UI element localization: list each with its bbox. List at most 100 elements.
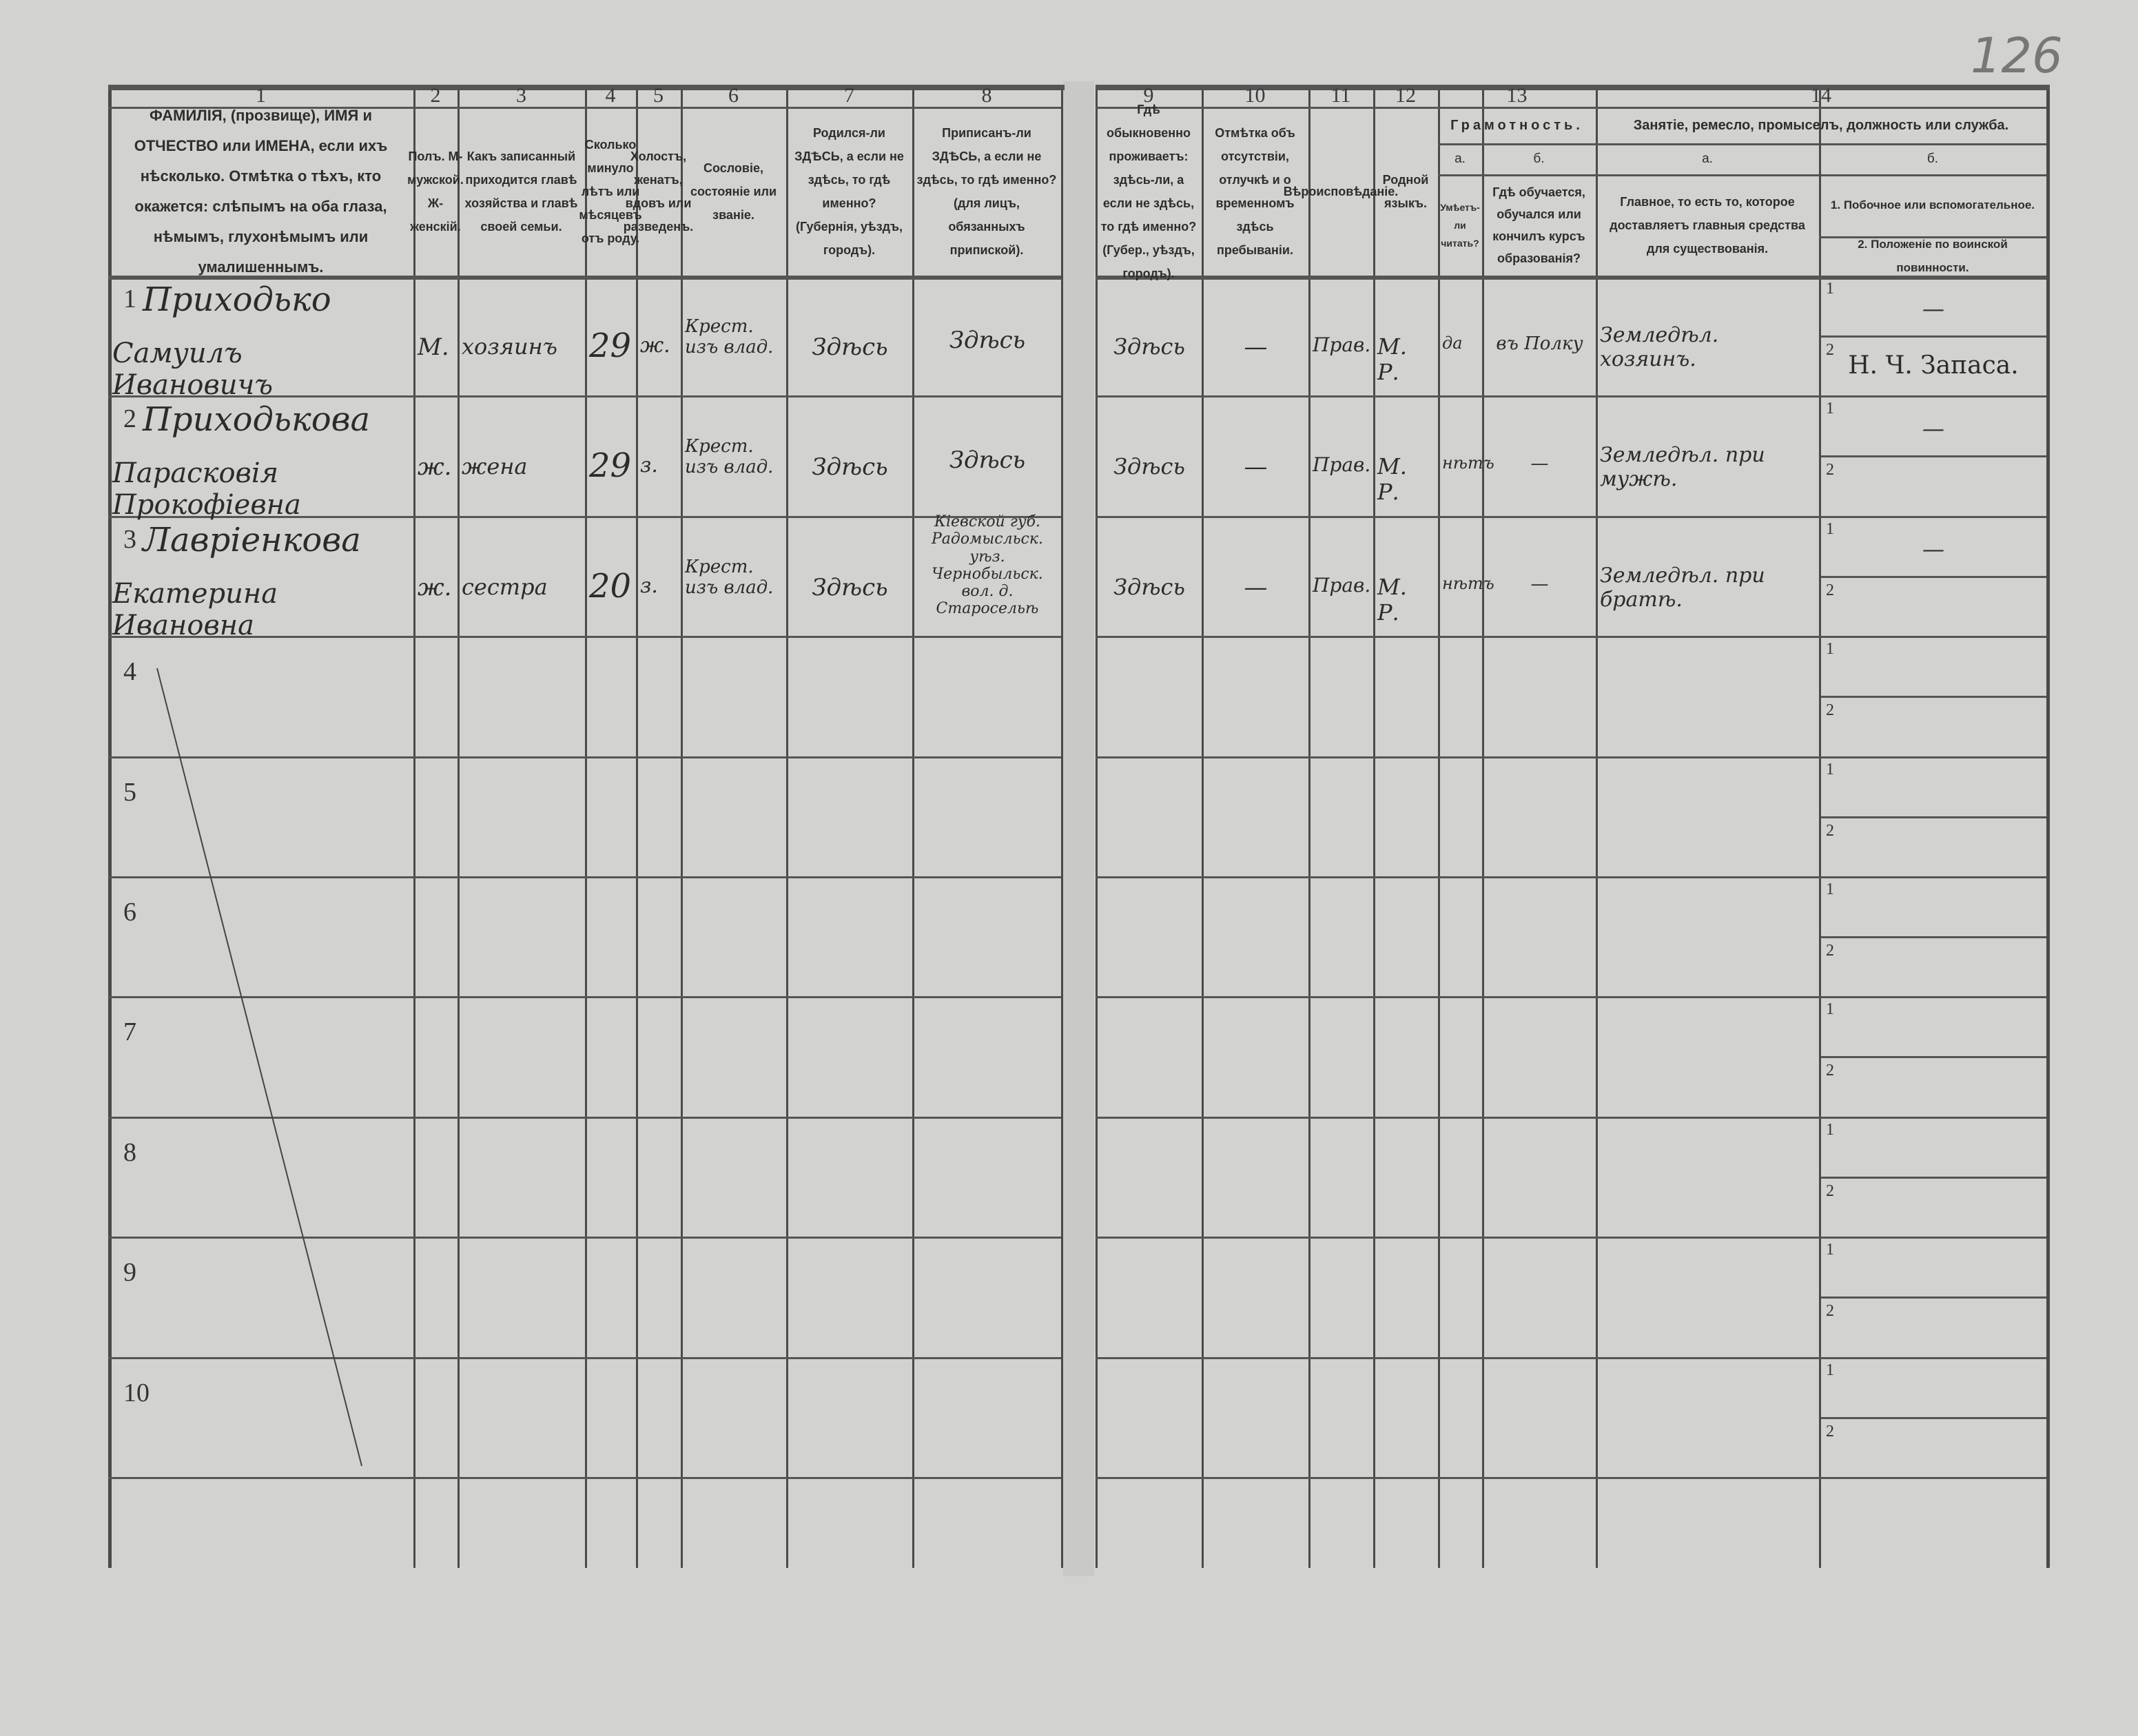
column-divider <box>2046 85 2050 1568</box>
surname: Приходькова <box>143 400 371 439</box>
column-header-label: Вѣроисповѣданіе. <box>1283 184 1399 198</box>
sex: М. <box>418 333 449 361</box>
native-language: М. Р. <box>1377 333 1407 385</box>
column-header-label: Гдѣ обыкновенно проживаетъ: здѣсь-ли, а … <box>1100 102 1197 280</box>
can-read: да <box>1442 333 1463 353</box>
column-divider <box>1061 85 1063 1568</box>
sub-row-label: 1 <box>1826 761 1834 778</box>
sub-mark: б. <box>1533 151 1545 166</box>
literacy-group-header: Грамотность. <box>1450 117 1583 133</box>
sub-row-label: 1 <box>1826 640 1834 658</box>
absence-mark: — <box>1244 333 1268 361</box>
column-header-label: Сколько минуло лѣтъ или мѣсяцевъ отъ род… <box>579 137 642 245</box>
sub-row-label: 2 <box>1826 461 1834 479</box>
row-divider <box>1821 455 2046 457</box>
social-estate: Крест. изъ влад. <box>685 557 774 598</box>
row-number: 5 <box>123 778 136 807</box>
can-read-header: Умѣетъ-ли читать? <box>1440 201 1480 249</box>
column-divider <box>636 85 638 1568</box>
row-number: 9 <box>123 1258 136 1287</box>
sub-row-label: 1 <box>1826 1121 1834 1139</box>
row-divider <box>1096 756 2046 758</box>
relation-to-head: жена <box>462 453 528 479</box>
religion: Прав. <box>1313 333 1371 356</box>
sub-row-label: 1 <box>1826 1241 1834 1259</box>
row-divider <box>1438 174 2046 176</box>
sub-row-label: 2 <box>1826 822 1834 840</box>
religion: Прав. <box>1313 574 1371 597</box>
birthplace: Здѣсь <box>812 333 888 361</box>
side-occupation: — <box>1922 296 1944 322</box>
given-names: Самуилъ Ивановичъ <box>112 338 274 401</box>
column-number: 9 <box>1143 84 1154 107</box>
birthplace: Здѣсь <box>812 453 888 481</box>
column-divider <box>786 85 788 1568</box>
column-header-label: Отмѣтка объ отсутствіи, отлучкѣ и о врем… <box>1215 125 1295 257</box>
side-occupation: — <box>1922 536 1944 562</box>
row-divider <box>1821 696 2046 698</box>
column-divider <box>108 85 112 1568</box>
column-header-label: Полъ. М-мужской. Ж-женскій. <box>407 149 464 234</box>
row-divider <box>1096 636 2046 638</box>
column-number: 1 <box>256 84 266 107</box>
social-estate: Крест. изъ влад. <box>685 316 774 358</box>
residence: Здѣсь <box>1113 453 1185 479</box>
column-number: 14 <box>1811 84 1831 107</box>
military-status-header: 2. Положеніе по воинской повинности. <box>1858 237 2008 274</box>
row-divider <box>1096 876 2046 878</box>
row-number: 2 <box>123 404 136 433</box>
row-divider <box>1096 85 2050 90</box>
education-place: — <box>1530 574 1549 595</box>
column-divider <box>1308 85 1310 1568</box>
column-number: 13 <box>1506 84 1528 107</box>
side-occupation-header: 1. Побочное или вспомогательное. <box>1830 198 2035 211</box>
sub-row-label: 2 <box>1826 1062 1834 1079</box>
sub-mark: б. <box>1926 151 1939 166</box>
column-header-label: Холостъ, женатъ, вдовъ или разведенъ. <box>623 149 694 234</box>
column-number: 11 <box>1330 84 1351 107</box>
row-divider <box>1821 335 2046 338</box>
row-divider <box>1096 1357 2046 1359</box>
sex: ж. <box>418 574 452 601</box>
sub-row-label: 1 <box>1826 400 1834 417</box>
row-divider <box>1096 1477 2046 1479</box>
row-divider <box>1821 936 2046 938</box>
sub-row-label: 1 <box>1826 1361 1834 1379</box>
surname: Приходько <box>143 280 331 319</box>
column-number: 4 <box>605 84 616 107</box>
row-number: 1 <box>123 285 136 313</box>
row-divider <box>1821 1417 2046 1419</box>
sub-row-label: 2 <box>1826 581 1834 599</box>
row-divider <box>1096 516 2046 518</box>
sub-row-label: 1 <box>1826 280 1834 298</box>
column-number: 2 <box>430 84 441 107</box>
row-number: 6 <box>123 898 136 927</box>
marital-status: з. <box>640 574 658 598</box>
religion: Прав. <box>1313 453 1371 476</box>
row-divider <box>108 756 1061 758</box>
column-divider <box>1482 85 1484 1568</box>
column-number: 8 <box>981 84 992 107</box>
row-divider <box>1821 816 2046 818</box>
row-number: 4 <box>123 657 136 686</box>
row-divider <box>108 395 1061 397</box>
absence-mark: — <box>1244 453 1268 481</box>
row-divider <box>108 107 1061 109</box>
sub-row-label: 2 <box>1826 1302 1834 1320</box>
residence: Здѣсь <box>1113 333 1185 360</box>
registration-place: Здѣсь <box>949 327 1026 354</box>
row-divider <box>108 1477 1061 1479</box>
marital-status: з. <box>640 453 658 477</box>
row-divider <box>1821 1177 2046 1179</box>
column-number: 5 <box>653 84 664 107</box>
given-names: Екатерина Ивановна <box>112 578 278 641</box>
column-number: 6 <box>728 84 739 107</box>
column-header-label: Какъ записанный приходится главѣ хозяйст… <box>464 149 578 234</box>
main-occupation: Земледѣл. при братѣ. <box>1600 564 1765 612</box>
registration-place: Здѣсь <box>949 446 1026 474</box>
column-number: 12 <box>1395 84 1416 107</box>
column-header-label: Сословіе, состояніе или званіе. <box>690 161 777 222</box>
sub-row-label: 2 <box>1826 1182 1834 1200</box>
row-divider <box>108 1117 1061 1119</box>
diagonal-strike <box>156 668 362 1467</box>
